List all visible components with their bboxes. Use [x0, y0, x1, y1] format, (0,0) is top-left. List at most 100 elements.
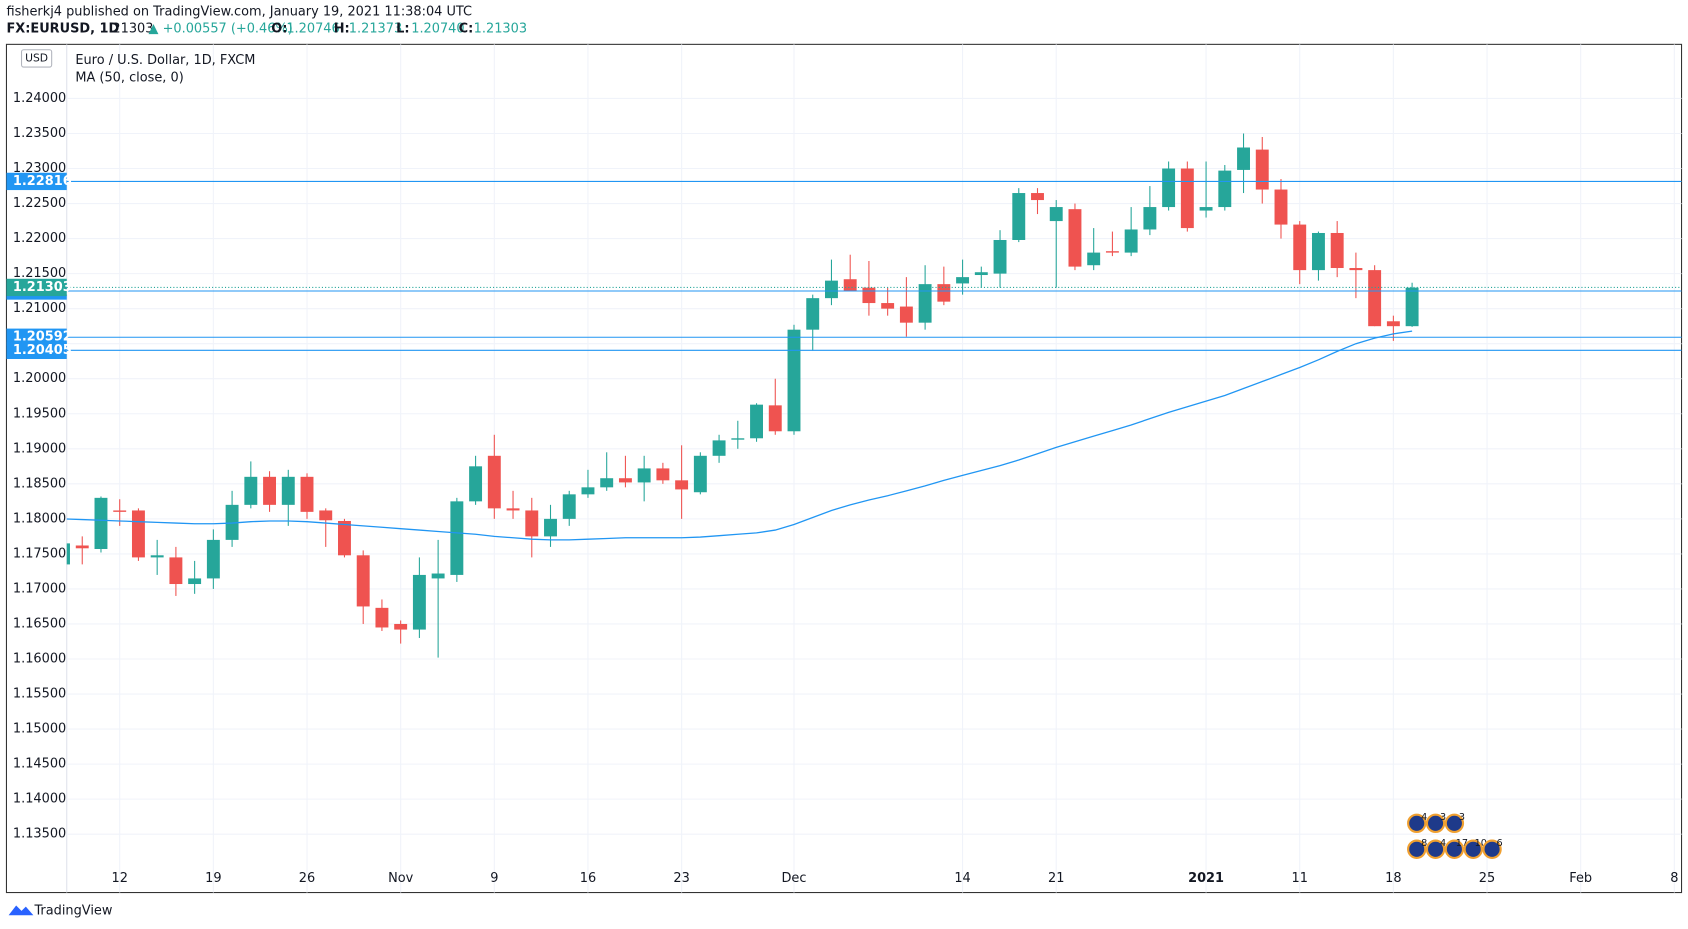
- candle-body: [113, 510, 127, 512]
- candle-body: [1386, 321, 1400, 327]
- y-tick-label: 1.21500: [13, 266, 66, 281]
- x-tick-label: 19: [205, 871, 221, 886]
- event-count: 3: [1440, 812, 1446, 823]
- indicator-name: MA (50, close, 0): [75, 70, 183, 85]
- x-tick-label: 9: [490, 871, 498, 886]
- event-icon: [1482, 839, 1502, 860]
- y-tick-label: 1.23500: [13, 126, 66, 141]
- ohlc-value: 1.21373: [349, 22, 402, 37]
- candle-body: [637, 468, 651, 483]
- candle-body: [862, 287, 876, 304]
- candle-body: [75, 545, 89, 549]
- candle-body: [675, 480, 689, 490]
- candle-body: [300, 476, 314, 512]
- x-tick-label: 16: [580, 871, 596, 886]
- candle-body: [1274, 189, 1288, 225]
- brand: TradingView: [33, 903, 112, 918]
- event-icon: [1444, 839, 1465, 860]
- x-tick-label: 21: [1048, 871, 1064, 886]
- price-label: 1.20405: [13, 343, 72, 358]
- y-tick-label: 1.13500: [13, 827, 66, 842]
- price-label: 1.20592: [13, 330, 72, 345]
- candle-body: [918, 284, 932, 323]
- candle-body: [94, 497, 108, 549]
- candle-body: [1293, 224, 1307, 271]
- ohlc-label: H:: [334, 22, 350, 37]
- candle-body: [263, 476, 277, 505]
- candle-body: [768, 405, 782, 432]
- event-count: 4: [1440, 838, 1446, 849]
- candle-body: [206, 539, 220, 579]
- ohlc-value: 1.21303: [474, 22, 527, 37]
- candle-body: [356, 555, 370, 607]
- currency: USD: [25, 51, 48, 64]
- candle-body: [618, 478, 632, 483]
- moving-average: [66, 330, 1413, 541]
- candle-body: [693, 455, 707, 493]
- candle-body: [1180, 168, 1194, 229]
- candle-body: [506, 508, 520, 511]
- change: ▲ +0.00557 (+0.46%): [149, 22, 293, 37]
- candle-body: [1162, 168, 1176, 208]
- x-tick-label: 12: [111, 871, 127, 886]
- event-count: 3: [1459, 812, 1465, 823]
- candle-body: [1199, 207, 1213, 211]
- candle-body: [544, 518, 557, 537]
- candle-body: [825, 280, 838, 299]
- candle-body: [281, 476, 295, 505]
- x-tick-label: 23: [673, 871, 689, 886]
- frame: [5, 43, 1683, 894]
- currency-box: [20, 49, 53, 68]
- event-icon: [1463, 839, 1483, 860]
- candle-body: [1087, 252, 1101, 266]
- candle-body: [581, 487, 595, 495]
- price: 1.21303: [100, 22, 153, 37]
- y-tick-label: 1.15000: [13, 722, 66, 737]
- candle-body: [431, 573, 445, 579]
- y-tick-label: 1.19500: [13, 406, 66, 421]
- x-tick-label: Nov: [388, 871, 414, 886]
- candle-body: [169, 557, 183, 585]
- last-price-bg: [6, 278, 67, 297]
- candle-body: [469, 466, 483, 502]
- candle-body: [394, 623, 408, 630]
- price-label-bg: [6, 172, 67, 191]
- candle-body: [450, 501, 464, 575]
- candle-body: [412, 574, 426, 630]
- event-count: 6: [1497, 838, 1503, 849]
- y-tick-label: 1.17000: [13, 581, 66, 596]
- candle-body: [131, 510, 145, 558]
- y-tick-label: 1.23000: [13, 161, 66, 176]
- y-tick-label: 1.16000: [13, 651, 66, 666]
- candle-body: [1237, 147, 1250, 170]
- x-tick-label: 2021: [1188, 871, 1224, 886]
- x-tick-label: 14: [954, 871, 970, 886]
- symbol: FX:EURUSD, 1D: [6, 22, 119, 37]
- price-label-bg: [6, 341, 67, 360]
- candle-body: [656, 468, 670, 481]
- candle-body: [974, 272, 988, 276]
- candle-body: [1311, 232, 1325, 271]
- candle-body: [956, 277, 970, 284]
- price-label: 1.22816: [13, 174, 72, 189]
- ohlc-value: 1.20746: [286, 22, 339, 37]
- last-price-label: 1.21303: [13, 280, 72, 295]
- x-tick-label: 11: [1292, 871, 1308, 886]
- y-tick-label: 1.22000: [13, 231, 66, 246]
- candle-body: [843, 279, 857, 292]
- event-icon: [1425, 839, 1446, 860]
- candle-body: [66, 543, 70, 565]
- x-tick-label: Dec: [782, 871, 807, 886]
- event-count: 17: [1456, 838, 1468, 849]
- candle-body: [1124, 229, 1138, 253]
- candle-body: [600, 478, 614, 488]
- candle-body: [806, 298, 820, 330]
- plot: [66, 133, 1682, 658]
- candle-body: [1049, 207, 1063, 222]
- candle-body: [487, 455, 501, 509]
- candle-body: [1349, 268, 1363, 271]
- price-label-bg: [6, 328, 67, 346]
- x-tick-label: 18: [1385, 871, 1401, 886]
